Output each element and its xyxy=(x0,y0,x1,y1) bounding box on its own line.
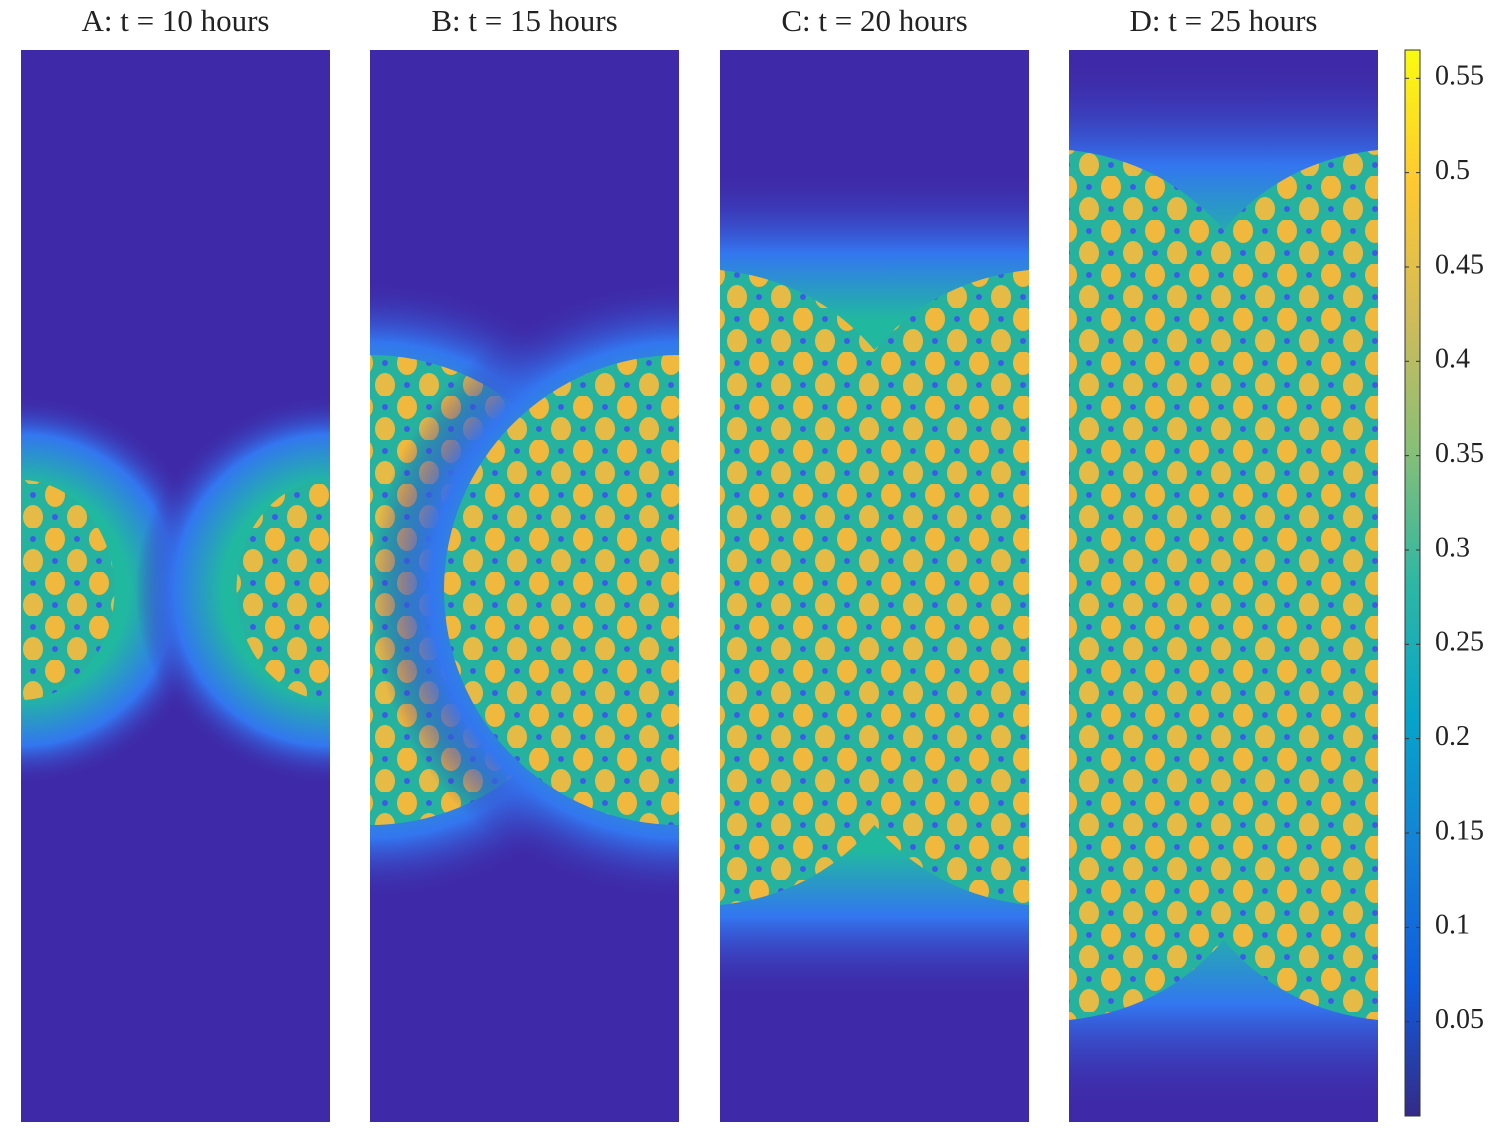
tick-label: 0.1 xyxy=(1435,910,1470,941)
pattern-core xyxy=(236,480,330,700)
tick-label: 0.45 xyxy=(1435,249,1484,280)
tick-label: 0.05 xyxy=(1435,1004,1484,1035)
heatmap xyxy=(720,50,1029,1122)
pattern-core xyxy=(1069,150,1378,1020)
panel: D: t = 25 hours xyxy=(1069,3,1378,1122)
panel: B: t = 15 hours xyxy=(370,3,679,1122)
panels: A: t = 10 hours B: t = 15 hours C: t = 20 … xyxy=(21,3,1378,1122)
tick-label: 0.2 xyxy=(1435,721,1470,752)
panel: C: t = 20 hours xyxy=(720,3,1029,1122)
heatmap xyxy=(1069,50,1378,1122)
glow xyxy=(135,395,330,785)
pattern-core xyxy=(720,270,1029,905)
panel-title: C: t = 20 hours xyxy=(781,3,967,38)
tick-label: 0.25 xyxy=(1435,627,1484,658)
colorbar-gradient xyxy=(1404,49,1421,1117)
panel-title: D: t = 25 hours xyxy=(1130,3,1318,38)
tick-label: 0.35 xyxy=(1435,438,1484,469)
pattern-core xyxy=(21,480,115,700)
panel: A: t = 10 hours xyxy=(21,3,330,1122)
tick-label: 0.5 xyxy=(1435,155,1470,186)
pattern-core xyxy=(444,355,679,825)
tick-label: 0.15 xyxy=(1435,815,1484,846)
panel-title: A: t = 10 hours xyxy=(82,3,270,38)
tick-label: 0.55 xyxy=(1435,61,1484,92)
heatmap xyxy=(370,50,679,1122)
heatmap xyxy=(21,50,330,1122)
tick-label: 0.3 xyxy=(1435,532,1470,563)
colorbar: 0.05 0.1 0.15 0.2 0.25 0.3 0.35 0.4 0.45 0.5 0.55 xyxy=(1404,49,1484,1117)
panel-title: B: t = 15 hours xyxy=(431,3,617,38)
tick-label: 0.4 xyxy=(1435,344,1470,375)
